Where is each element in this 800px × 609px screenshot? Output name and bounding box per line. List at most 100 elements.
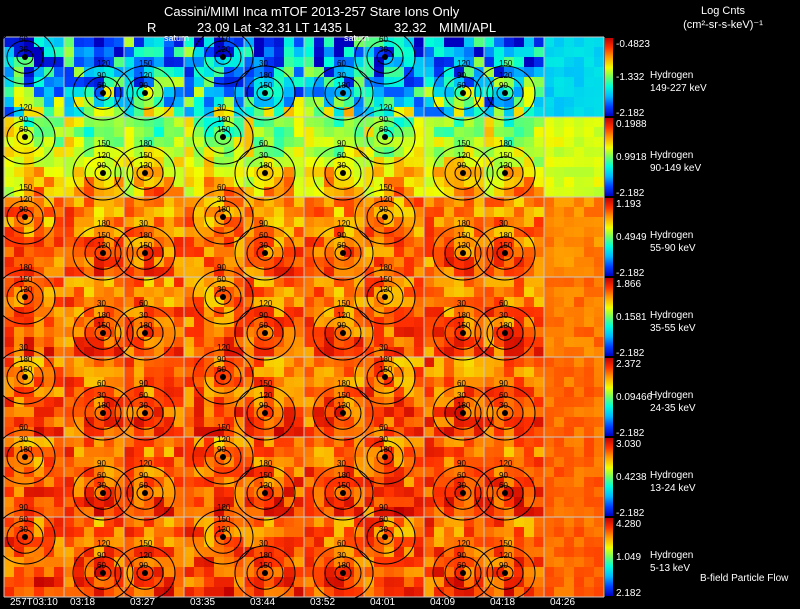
heatmap-cell (584, 237, 594, 247)
contour-label: 60 (259, 321, 268, 330)
heatmap-cell (404, 217, 414, 227)
heatmap-cell (454, 427, 464, 437)
heatmap-cell (504, 417, 514, 427)
heatmap-cell (84, 547, 94, 557)
heatmap-cell (254, 337, 264, 347)
heatmap-cell (424, 547, 434, 557)
heatmap-cell (204, 97, 214, 107)
heatmap-cell (234, 337, 244, 347)
pitch-angle-contour (432, 65, 494, 121)
heatmap-cell (274, 317, 284, 327)
heatmap-cell (124, 127, 134, 137)
heatmap-cell (84, 137, 94, 147)
heatmap-cell (324, 137, 334, 147)
flow-marker (100, 410, 106, 416)
heatmap-cell (404, 397, 414, 407)
heatmap-cell (334, 47, 344, 57)
heatmap-cell (504, 487, 514, 497)
pitch-angle-contour (16, 289, 34, 305)
heatmap-cell (194, 317, 204, 327)
heatmap-cell (64, 507, 74, 517)
heatmap-cell (114, 397, 124, 407)
heatmap-cell (564, 477, 574, 487)
heatmap-cell (104, 87, 114, 97)
heatmap-cell (414, 547, 424, 557)
contour-label: 60 (379, 35, 388, 44)
heatmap-cell (564, 57, 574, 67)
heatmap-cell (164, 117, 174, 127)
heatmap-cell (254, 457, 264, 467)
heatmap-cell (444, 187, 454, 197)
heatmap-cell (64, 437, 74, 447)
heatmap-cell (124, 67, 134, 77)
heatmap-cell (234, 547, 244, 557)
heatmap-cell (544, 497, 554, 507)
heatmap-cell (384, 447, 394, 457)
heatmap-cell (554, 447, 564, 457)
heatmap-cell (554, 357, 564, 367)
heatmap-cell (64, 397, 74, 407)
heatmap-cell (544, 557, 554, 567)
heatmap-cell (454, 337, 464, 347)
heatmap-cell (584, 257, 594, 267)
flow-marker (22, 374, 28, 380)
heatmap-cell (224, 317, 234, 327)
heatmap-cell (94, 157, 104, 167)
heatmap-cell (284, 497, 294, 507)
heatmap-cell (54, 87, 64, 97)
heatmap-cell (114, 567, 124, 577)
heatmap-cell (154, 227, 164, 237)
heatmap-cell (274, 157, 284, 167)
contour-label: 120 (337, 219, 351, 228)
heatmap-cell (24, 567, 34, 577)
heatmap-cell (254, 577, 264, 587)
heatmap-cell (434, 357, 444, 367)
heatmap-cell (494, 407, 504, 417)
heatmap-cell (54, 67, 64, 77)
pitch-angle-contour (234, 145, 296, 201)
heatmap-cell (84, 227, 94, 237)
heatmap-cell (264, 117, 274, 127)
heatmap-cell (274, 437, 284, 447)
contour-label: 120 (217, 435, 231, 444)
heatmap-cell (434, 77, 444, 87)
heatmap-cell (54, 147, 64, 157)
heatmap-cell (74, 367, 84, 377)
contour-label: 150 (19, 275, 33, 284)
heatmap-cell (354, 147, 364, 157)
heatmap-cell (344, 517, 354, 527)
heatmap-cell (114, 357, 124, 367)
heatmap-cell (474, 107, 484, 117)
heatmap-cell (64, 117, 74, 127)
heatmap-cell (444, 147, 454, 157)
heatmap-cell (314, 47, 324, 57)
heatmap-cell (264, 537, 274, 547)
heatmap-cell (374, 107, 384, 117)
contour-label: 180 (499, 231, 513, 240)
heatmap-cell (514, 407, 524, 417)
heatmap-cell (474, 257, 484, 267)
heatmap-cell (204, 37, 214, 47)
heatmap-cell (104, 447, 114, 457)
heatmap-cell (174, 47, 184, 57)
heatmap-cell (534, 37, 544, 47)
heatmap-cell (354, 487, 364, 497)
heatmap-cell (94, 167, 104, 177)
heatmap-cell (364, 57, 374, 67)
heatmap-cell (244, 527, 254, 537)
heatmap-cell (594, 87, 604, 97)
heatmap-cell (234, 167, 244, 177)
heatmap-cell (484, 517, 494, 527)
heatmap-cell (414, 57, 424, 67)
contour-label: 180 (457, 311, 471, 320)
heatmap-cell (174, 277, 184, 287)
heatmap-cell (414, 577, 424, 587)
heatmap-cell (474, 207, 484, 217)
heatmap-cell (134, 387, 144, 397)
heatmap-cell (84, 187, 94, 197)
heatmap-cell (444, 157, 454, 167)
heatmap-cell (554, 277, 564, 287)
flow-marker (22, 454, 28, 460)
heatmap-cell (254, 167, 264, 177)
heatmap-cell (344, 237, 354, 247)
